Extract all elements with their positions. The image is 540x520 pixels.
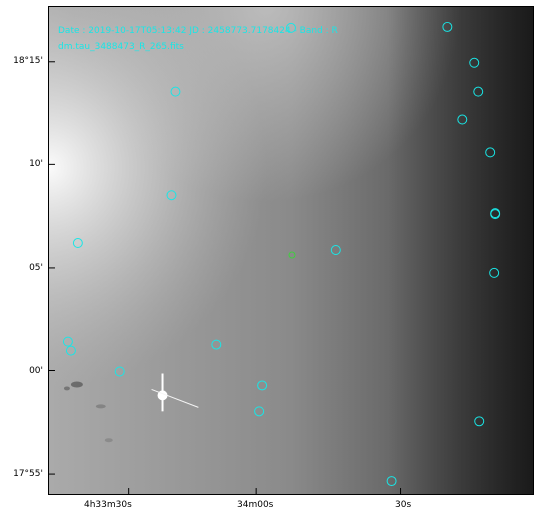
x-tick-label: 30s	[395, 500, 412, 510]
y-tick-label: 05'	[29, 263, 43, 273]
target-star-marker	[288, 251, 296, 259]
comparison-star-marker	[473, 86, 484, 97]
comparison-star-marker	[114, 366, 125, 377]
comparison-star-marker	[257, 380, 268, 391]
comparison-star-marker	[286, 22, 296, 33]
y-tick-label: 10'	[29, 159, 43, 169]
comparison-star-marker	[490, 209, 501, 220]
comparison-star-marker	[62, 336, 73, 347]
comparison-star-marker	[469, 57, 480, 68]
comparison-star-marker	[211, 339, 222, 350]
y-tick-label: 17°55'	[13, 469, 43, 479]
comparison-star-marker	[330, 245, 341, 255]
bright-star	[151, 373, 199, 412]
comparison-star-marker	[442, 21, 453, 32]
comparison-star-markers	[62, 21, 501, 487]
comparison-star-marker	[489, 267, 500, 278]
file-name-label: dm.tau_3488473_R_265.fits	[58, 42, 184, 52]
comparison-star-marker	[474, 416, 485, 427]
x-tick-label: 4h33m30s	[84, 500, 132, 510]
comparison-star-marker	[65, 345, 76, 356]
comparison-star-marker	[386, 476, 397, 487]
observation-info-label: Date : 2019-10-17T05:13:42 JD : 2458773.…	[58, 26, 338, 36]
comparison-star-marker	[170, 86, 181, 97]
comparison-star-marker	[254, 406, 265, 417]
y-tick-label: 18°15'	[13, 56, 43, 66]
comparison-star-marker	[166, 190, 177, 201]
comparison-star-marker	[457, 114, 468, 125]
sky-image	[49, 7, 533, 494]
sky-image-frame: Date : 2019-10-17T05:13:42 JD : 2458773.…	[48, 6, 534, 495]
comparison-star-marker	[72, 238, 83, 249]
y-tick-label: 00'	[29, 366, 43, 376]
comparison-star-marker	[485, 147, 496, 158]
x-tick-label: 34m00s	[237, 500, 274, 510]
